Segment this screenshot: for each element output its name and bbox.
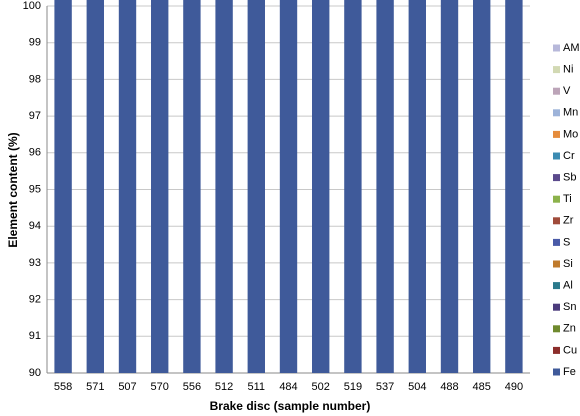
bar-segment (151, 0, 169, 373)
legend-swatch (553, 282, 560, 290)
legend-label: Mo (563, 128, 578, 140)
bar-segment (54, 0, 72, 373)
legend-label: Ti (563, 193, 572, 205)
bar-segment (279, 0, 298, 373)
legend-label: Fe (563, 366, 576, 378)
legend-swatch (553, 325, 560, 333)
legend-label: AM (563, 42, 580, 54)
bar-segment (86, 0, 104, 373)
bar-segment (505, 0, 523, 373)
x-tick-label: 490 (505, 381, 523, 393)
x-tick-label: 504 (408, 381, 426, 393)
y-tick-label: 96 (29, 147, 41, 159)
x-tick-label: 570 (151, 381, 169, 393)
bar-segment (183, 0, 201, 373)
legend-swatch (553, 195, 560, 203)
legend-swatch (553, 217, 560, 225)
bar-segment (312, 0, 330, 373)
legend-swatch (553, 109, 560, 117)
y-tick-label: 95 (29, 183, 41, 195)
legend-label: Sn (563, 301, 576, 313)
x-tick-label: 511 (248, 381, 266, 393)
bar-segment (440, 0, 459, 373)
y-tick-label: 90 (29, 367, 41, 379)
legend-label: Zr (563, 215, 574, 227)
x-tick-label: 502 (312, 381, 330, 393)
legend-label: V (563, 85, 571, 97)
x-tick-label: 484 (279, 381, 297, 393)
bar-segment (118, 0, 137, 373)
bar-segment (247, 0, 265, 373)
legend-swatch (553, 174, 560, 182)
legend-swatch (553, 66, 560, 74)
y-tick-label: 92 (29, 294, 41, 306)
bar-segment (376, 0, 394, 373)
x-tick-label: 485 (473, 381, 491, 393)
legend-swatch (553, 87, 560, 95)
y-tick-label: 99 (29, 37, 41, 49)
y-tick-label: 93 (29, 257, 41, 269)
legend-swatch (553, 303, 560, 311)
legend-label: Zn (563, 323, 576, 335)
bar-segment (215, 0, 233, 373)
y-tick-label: 91 (29, 330, 41, 342)
y-tick-label: 94 (29, 220, 41, 232)
x-tick-label: 512 (215, 381, 233, 393)
bar-segment (344, 0, 362, 373)
x-tick-label: 519 (344, 381, 362, 393)
x-tick-label: 558 (54, 381, 72, 393)
legend-label: S (563, 236, 570, 248)
legend-label: Al (563, 280, 573, 292)
y-tick-label: 97 (29, 110, 41, 122)
legend-swatch (553, 368, 560, 376)
legend-label: Mn (563, 107, 578, 119)
legend-swatch (553, 152, 560, 160)
legend-swatch (553, 260, 560, 268)
legend-label: Cu (563, 344, 577, 356)
y-tick-label: 100 (23, 0, 41, 12)
bar-segment (473, 0, 491, 373)
x-axis-title: Brake disc (sample number) (210, 399, 371, 413)
y-tick-label: 98 (29, 73, 41, 85)
legend-label: Sb (563, 172, 576, 184)
x-tick-label: 507 (118, 381, 136, 393)
legend-swatch (553, 238, 560, 246)
legend-label: Si (563, 258, 573, 270)
legend-swatch (553, 130, 560, 138)
x-tick-label: 537 (376, 381, 394, 393)
x-tick-label: 571 (86, 381, 104, 393)
legend-swatch (553, 346, 560, 354)
y-axis-title: Element content (%) (6, 132, 20, 247)
legend-label: Ni (563, 64, 573, 76)
x-tick-label: 556 (183, 381, 201, 393)
legend-label: Cr (563, 150, 575, 162)
legend-swatch (553, 44, 560, 52)
x-tick-label: 488 (440, 381, 458, 393)
bar-segment (408, 0, 426, 373)
